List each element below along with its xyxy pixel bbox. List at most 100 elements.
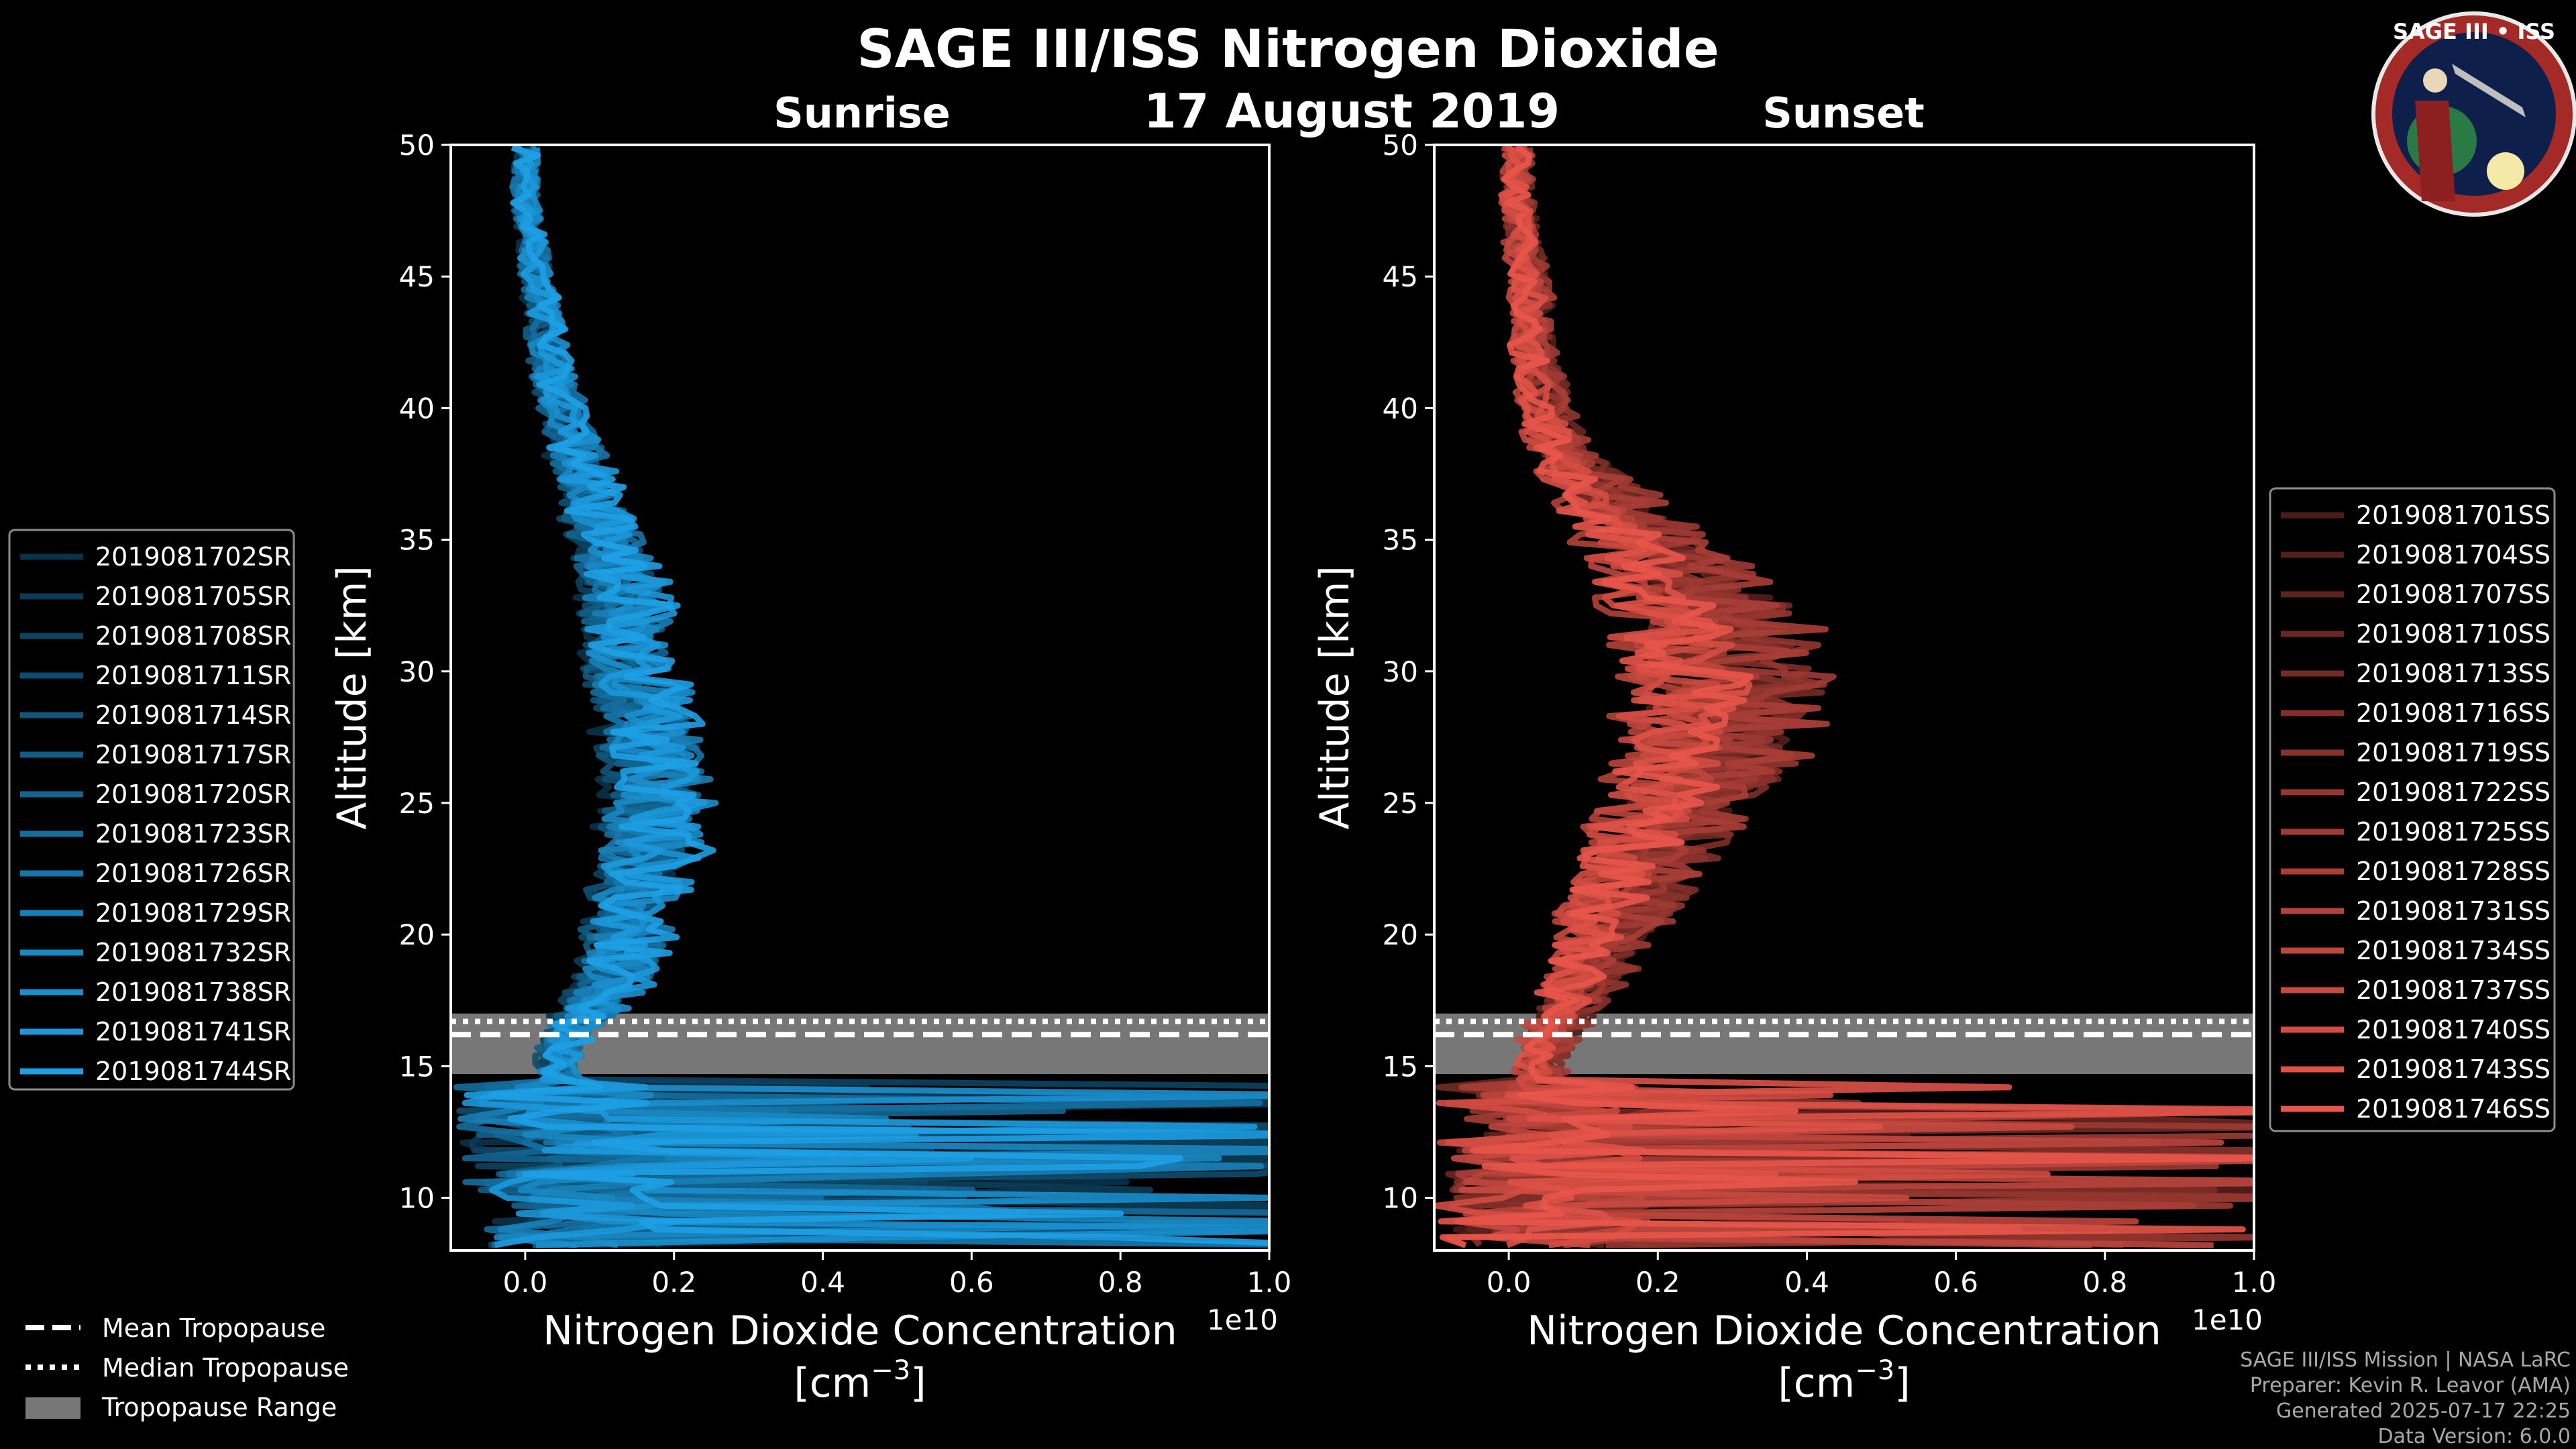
x-scale-label: 1e10 <box>1207 1303 1278 1336</box>
x-tick-label: 0.8 <box>2082 1266 2127 1299</box>
y-tick-label: 15 <box>1383 1050 1418 1083</box>
x-tick-label: 1.0 <box>1247 1266 1292 1299</box>
x-tick-label: 1.0 <box>2232 1266 2277 1299</box>
plot-area <box>451 145 1269 1248</box>
mean-tropopause-label: Mean Tropopause <box>102 1313 325 1343</box>
y-tick-label: 50 <box>1383 129 1418 162</box>
x-tick-label: 0.2 <box>1635 1266 1680 1299</box>
profile-line-2019081743SS <box>1503 146 2254 1248</box>
x-tick-label: 0.2 <box>651 1266 696 1299</box>
y-tick-label: 45 <box>399 260 435 293</box>
legend-label: 2019081708SR <box>95 621 291 651</box>
legend-label: 2019081744SR <box>95 1057 291 1086</box>
x-tick-label: 0.4 <box>800 1266 845 1299</box>
legend-label: 2019081704SS <box>2356 540 2551 570</box>
x-scale-label: 1e10 <box>2192 1303 2263 1336</box>
x-axis-label: Nitrogen Dioxide Concentration <box>1527 1307 2161 1354</box>
legend-label: 2019081710SS <box>2356 619 2551 649</box>
y-tick-label: 15 <box>399 1050 435 1083</box>
y-tick-label: 35 <box>1383 524 1418 557</box>
axes-frame <box>1433 144 2255 1252</box>
legend-label: 2019081738SR <box>95 977 291 1007</box>
x-tick-label: 0.0 <box>1487 1266 1532 1299</box>
sunrise-panel: Sunrise 0.0 0.2 0.4 0.6 0.8 1.0 10 15 20 25 30 35 40 4… <box>329 89 1292 1407</box>
legend-label: 2019081701SS <box>2356 500 2551 530</box>
y-tick-label: 30 <box>1383 655 1418 688</box>
sage-iii-iss-logo: SAGE III • ISS <box>2371 11 2576 217</box>
profile-line-2019081746SS <box>1438 145 2254 1248</box>
tropopause-range-legend-swatch <box>25 1397 80 1419</box>
y-tick-label: 20 <box>1383 918 1418 951</box>
y-tick-label: 25 <box>399 787 435 820</box>
credits: SAGE III/ISS Mission | NASA LaRC Prepare… <box>2240 1348 2571 1448</box>
credit-line: SAGE III/ISS Mission | NASA LaRC <box>2240 1348 2571 1372</box>
logo-text: SAGE III • ISS <box>2393 19 2555 44</box>
date-title: 17 August 2019 <box>1144 84 1560 139</box>
sunrise-legend-items: 2019081702SR 2019081705SR 2019081708SR 2019… <box>20 542 291 1086</box>
sunset-panel: Sunset 0.0 0.2 0.4 0.6 0.8 1.0 10 15 20 25 30 35 40 45… <box>1311 89 2277 1407</box>
x-tick-label: 0.8 <box>1098 1266 1143 1299</box>
x-axis-label: Nitrogen Dioxide Concentration <box>543 1307 1177 1354</box>
credit-line: Data Version: 6.0.0 <box>2378 1425 2571 1448</box>
x-tick-label: 0.6 <box>949 1266 994 1299</box>
legend-label: 2019081720SR <box>95 780 291 809</box>
y-tick-label: 40 <box>399 392 435 425</box>
legend-label: 2019081728SS <box>2356 857 2551 886</box>
sunrise-legend: 2019081702SR 2019081705SR 2019081708SR 2019… <box>8 529 295 1091</box>
x-tick-label: 0.4 <box>1784 1266 1829 1299</box>
y-tick-label: 35 <box>399 524 435 557</box>
y-tick-label: 10 <box>1383 1182 1418 1215</box>
plot-area <box>1434 145 2254 1248</box>
sunset-legend: 2019081701SS 2019081704SS 2019081707SS 2019… <box>2269 487 2556 1132</box>
legend-label: 2019081722SS <box>2356 777 2551 807</box>
legend-label: 2019081719SS <box>2356 738 2551 767</box>
y-axis-label: Altitude [km] <box>1311 566 1358 830</box>
legend-label: 2019081731SS <box>2356 896 2551 926</box>
legend-label: 2019081714SR <box>95 700 291 730</box>
sunset-legend-frame <box>2269 487 2556 1132</box>
legend-label: 2019081725SS <box>2356 817 2551 847</box>
x-axis-unit: [cm−3] <box>794 1355 926 1407</box>
y-tick-label: 10 <box>399 1182 435 1215</box>
profile-line-2019081741SR <box>462 145 1258 1248</box>
tropopause-range-label: Tropopause Range <box>101 1393 337 1422</box>
x-axis-unit: [cm−3] <box>1778 1355 1910 1407</box>
x-tick-label: 0.0 <box>503 1266 548 1299</box>
x-tick-label: 0.6 <box>1933 1266 1978 1299</box>
y-tick-label: 25 <box>1383 787 1418 820</box>
legend-label: 2019081723SR <box>95 819 291 849</box>
median-tropopause-label: Median Tropopause <box>102 1353 349 1383</box>
legend-label: 2019081717SR <box>95 740 291 769</box>
y-tick-label: 40 <box>1383 392 1418 425</box>
legend-label: 2019081726SR <box>95 859 291 888</box>
legend-label: 2019081707SS <box>2356 580 2551 609</box>
legend-label: 2019081734SS <box>2356 936 2551 965</box>
legend-label: 2019081702SR <box>95 542 291 572</box>
profile-line-2019081744SR <box>464 145 1269 1246</box>
credit-line: Generated 2025-07-17 22:25 <box>2276 1399 2571 1423</box>
legend-label: 2019081705SR <box>95 582 291 611</box>
sunset-legend-items: 2019081701SS 2019081704SS 2019081707SS 2019… <box>2281 500 2551 1124</box>
y-axis-label: Altitude [km] <box>329 566 376 830</box>
legend-label: 2019081740SS <box>2356 1015 2551 1044</box>
legend-label: 2019081729SR <box>95 898 291 928</box>
legend-label: 2019081732SR <box>95 938 291 967</box>
y-tick-label: 20 <box>399 918 435 951</box>
axes-frame <box>449 144 1271 1252</box>
legend-label: 2019081716SS <box>2356 698 2551 728</box>
legend-label: 2019081746SS <box>2356 1094 2551 1124</box>
panel-title: Sunrise <box>773 89 951 138</box>
tropopause-legend: Mean Tropopause Median Tropopause Tropop… <box>25 1313 349 1422</box>
y-tick-label: 45 <box>1383 260 1418 293</box>
legend-label: 2019081737SS <box>2356 975 2551 1005</box>
credit-line: Preparer: Kevin R. Leavor (AMA) <box>2250 1374 2571 1397</box>
main-title: SAGE III/ISS Nitrogen Dioxide <box>857 19 1719 80</box>
y-tick-label: 30 <box>399 655 435 688</box>
legend-label: 2019081713SS <box>2356 659 2551 688</box>
legend-label: 2019081711SR <box>95 661 291 690</box>
legend-label: 2019081743SS <box>2356 1055 2551 1084</box>
y-tick-label: 50 <box>399 129 435 162</box>
panel-title: Sunset <box>1762 89 1925 138</box>
legend-label: 2019081741SR <box>95 1017 291 1046</box>
